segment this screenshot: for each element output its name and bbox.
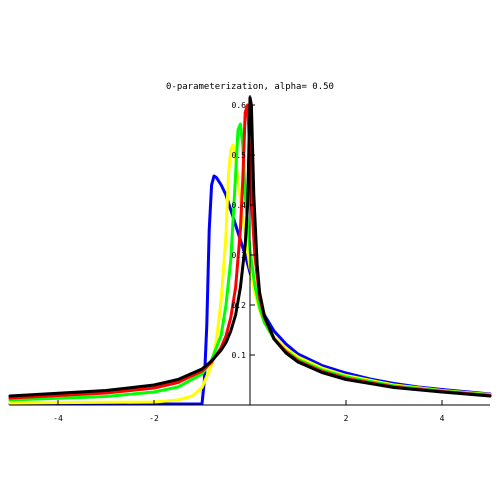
y-tick-label-6: 0.6	[232, 101, 247, 110]
chart-title: 0-parameterization, alpha= 0.50	[166, 82, 334, 92]
x-tick-label-1: -4	[53, 414, 63, 423]
y-tick-label-5: 0.5	[232, 151, 247, 160]
y-tick-label-2: 0.2	[232, 301, 247, 310]
ticks-group: -4 -2 2 4 0.1 0.2 0.3 0.4 0.5 0.6	[53, 101, 444, 423]
axes-group	[10, 95, 490, 406]
y-tick-label-3: 0.3	[232, 251, 247, 260]
y-tick-label-1: 0.1	[232, 351, 247, 360]
series-line-1	[8, 174, 492, 406]
x-tick-label-2: -2	[149, 414, 159, 423]
y-tick-label-4: 0.4	[232, 201, 247, 210]
x-tick-label-4: 4	[440, 414, 445, 423]
x-tick-label-3: 2	[344, 414, 349, 423]
